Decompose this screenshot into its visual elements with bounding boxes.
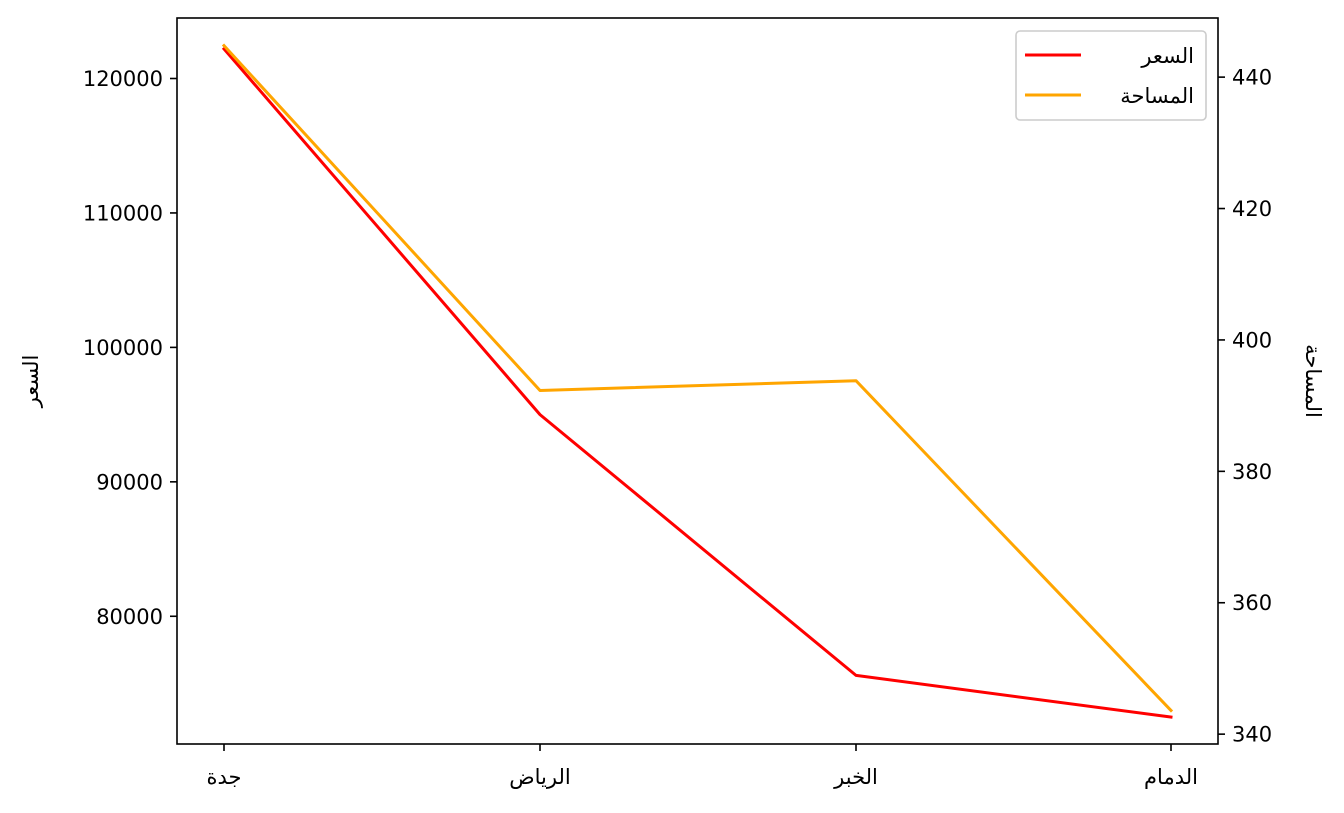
plot-frame: [176, 17, 1219, 745]
x-tick-label: جدة: [206, 765, 241, 789]
y-left-axis-label: السعر: [19, 355, 43, 409]
y-right-tick-label: 360: [1232, 591, 1272, 615]
y-right-tick-label: 340: [1232, 723, 1272, 747]
y-left-tick-label: 110000: [83, 201, 163, 225]
x-tick-label: الرياض: [509, 765, 570, 789]
legend-label-0: السعر: [1140, 44, 1194, 68]
x-tick-label: الدمام: [1144, 765, 1198, 789]
y-left-tick-label: 100000: [83, 336, 163, 360]
y-right-tick-label: 420: [1232, 197, 1272, 221]
y-right-tick-label: 400: [1232, 328, 1272, 352]
y-left-tick-label: 120000: [83, 67, 163, 91]
series-line-1: [221, 43, 1174, 713]
legend-label-1: المساحة: [1120, 84, 1194, 108]
y-right-tick-label: 380: [1232, 460, 1272, 484]
y-left-tick-label: 90000: [96, 470, 163, 494]
series-line-0: [221, 46, 1173, 719]
y-left-tick-label: 80000: [96, 605, 163, 629]
x-tick-label: الخبر: [833, 765, 878, 789]
y-right-tick-label: 440: [1232, 66, 1272, 90]
y-right-axis-label: المساحة: [1301, 344, 1325, 418]
legend-box: [1015, 30, 1207, 121]
